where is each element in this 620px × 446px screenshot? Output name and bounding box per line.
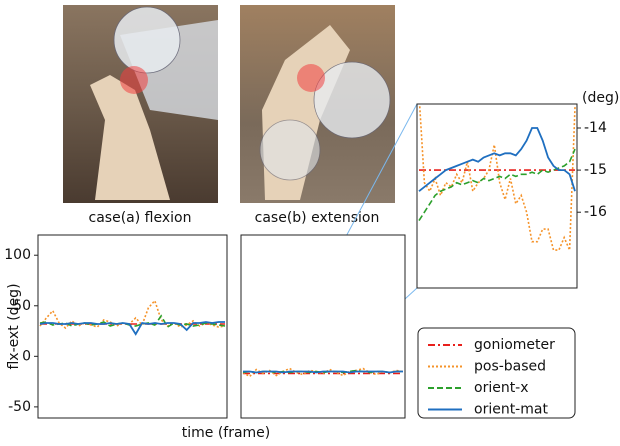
line-series bbox=[243, 370, 403, 374]
line-series bbox=[418, 104, 576, 251]
line-series bbox=[39, 321, 225, 336]
caption: case(b) extension bbox=[255, 210, 380, 226]
line-series bbox=[242, 367, 404, 378]
y-tick-label: 0 bbox=[22, 348, 31, 364]
y-tick-label: 100 bbox=[4, 247, 31, 263]
photo-b bbox=[240, 5, 395, 203]
legend bbox=[417, 327, 576, 419]
y-axis-label: (deg) bbox=[582, 90, 619, 106]
y-tick-label: -15 bbox=[584, 162, 607, 178]
line-series bbox=[418, 148, 576, 222]
caption: case(a) flexion bbox=[89, 210, 192, 226]
plot-frame bbox=[416, 103, 578, 289]
plot-frame bbox=[240, 234, 406, 419]
legend-label: orient-mat bbox=[474, 402, 548, 418]
y-tick-label: 50 bbox=[13, 298, 31, 314]
y-tick-label: -50 bbox=[8, 399, 31, 415]
series-group bbox=[39, 299, 226, 336]
series-group bbox=[418, 104, 576, 251]
plot-area bbox=[38, 235, 227, 418]
legend-label: pos-based bbox=[474, 359, 546, 375]
y-tick-label: -14 bbox=[584, 120, 607, 136]
line-series bbox=[39, 314, 226, 329]
line-series bbox=[39, 299, 226, 330]
legend-label: orient-x bbox=[474, 380, 529, 396]
x-axis-label: time (frame) bbox=[182, 425, 271, 441]
series-group bbox=[242, 367, 404, 378]
y-axis-label: flx-ext (deg) bbox=[6, 283, 22, 369]
plot-frame bbox=[37, 234, 228, 419]
plot-area bbox=[241, 235, 405, 418]
plot-area bbox=[417, 104, 577, 288]
legend-label: goniometer bbox=[474, 337, 555, 353]
photo-a bbox=[63, 5, 218, 203]
line-series bbox=[418, 127, 576, 192]
y-tick-label: -16 bbox=[584, 204, 607, 220]
